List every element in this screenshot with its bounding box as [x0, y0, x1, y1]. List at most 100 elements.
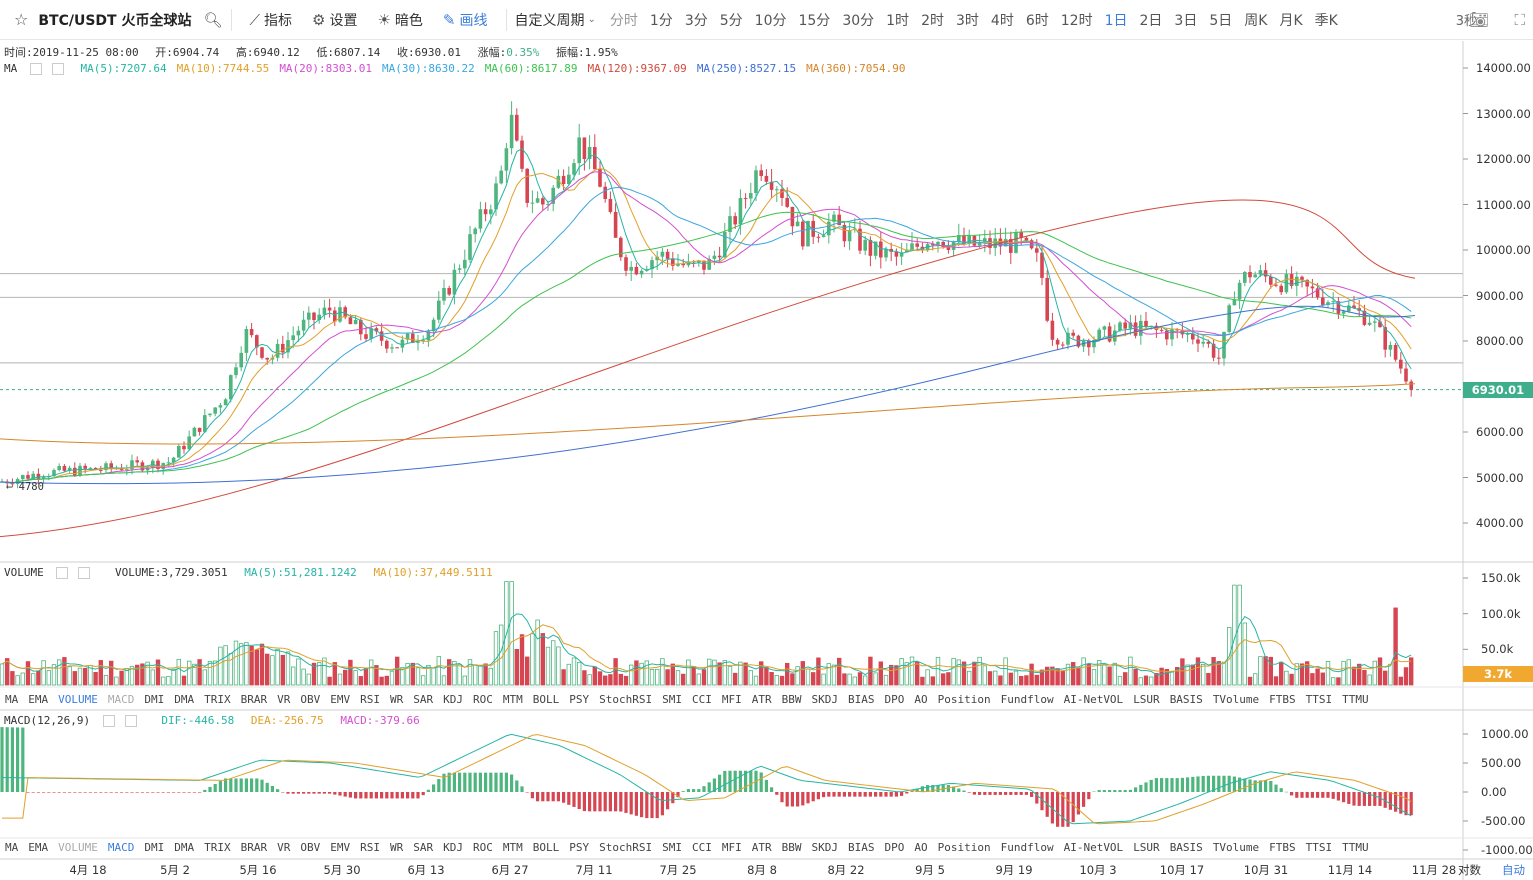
period-17[interactable]: 周K — [1244, 12, 1268, 29]
indicator-tab-macd[interactable]: MACD — [107, 693, 135, 706]
indicator-tab-psy[interactable]: PSY — [569, 693, 590, 706]
indicator-tab-fundflow[interactable]: Fundflow — [1000, 693, 1054, 706]
indicator-tab-fundflow[interactable]: Fundflow — [1000, 841, 1054, 854]
period-5[interactable]: 15分 — [798, 12, 831, 29]
indicator-tab-ma[interactable]: MA — [5, 693, 19, 706]
chart-canvas[interactable] — [0, 41, 1533, 880]
indicator-tab-trix[interactable]: TRIX — [204, 693, 231, 706]
indicator-tab-stochrsi[interactable]: StochRSI — [599, 841, 653, 854]
indicator-tab-rsi[interactable]: RSI — [360, 841, 380, 854]
indicator-tab-tvolume[interactable]: TVolume — [1212, 693, 1260, 706]
indicator-tab-ttmu[interactable]: TTMU — [1342, 693, 1369, 706]
indicator-tab-dma[interactable]: DMA — [174, 693, 195, 706]
indicator-tab-cci[interactable]: CCI — [691, 693, 712, 706]
indicator-tab-smi[interactable]: SMI — [662, 693, 682, 706]
indicator-tab-boll[interactable]: BOLL — [532, 841, 560, 854]
settings-icon[interactable] — [56, 567, 69, 579]
period-18[interactable]: 月K — [1279, 12, 1303, 29]
indicator-tab-vr[interactable]: VR — [277, 841, 291, 854]
indicator-tab-lsur[interactable]: LSUR — [1133, 841, 1160, 854]
indicator-tab-obv[interactable]: OBV — [300, 693, 321, 706]
indicator-tab-dpo[interactable]: DPO — [884, 841, 905, 854]
indicator-tab-mtm[interactable]: MTM — [502, 841, 523, 854]
indicator-tab-roc[interactable]: ROC — [473, 841, 493, 854]
settings-icon[interactable] — [29, 63, 42, 75]
period-3[interactable]: 5分 — [719, 12, 743, 29]
indicator-tab-kdj[interactable]: KDJ — [443, 693, 463, 706]
indicator-tab-volume[interactable]: VOLUME — [58, 841, 98, 854]
indicator-tab-boll[interactable]: BOLL — [532, 693, 560, 706]
indicator-tab-obv[interactable]: OBV — [300, 841, 321, 854]
indicator-tab-skdj[interactable]: SKDJ — [811, 841, 838, 854]
period-15[interactable]: 3日 — [1174, 12, 1198, 29]
indicator-tab-atr[interactable]: ATR — [751, 693, 772, 706]
period-6[interactable]: 30分 — [842, 12, 875, 29]
indicator-tab-rsi[interactable]: RSI — [360, 693, 380, 706]
indicator-tab-bias[interactable]: BIAS — [847, 841, 875, 854]
symbol-selector[interactable]: ☆ BTC/USDT 火币全球站 — [14, 0, 191, 40]
period-14[interactable]: 2日 — [1139, 12, 1163, 29]
indicator-tab-cci[interactable]: CCI — [691, 841, 712, 854]
period-4[interactable]: 10分 — [754, 12, 787, 29]
indicator-tab-wr[interactable]: WR — [390, 841, 404, 854]
indicator-tab-ftbs[interactable]: FTBS — [1269, 693, 1296, 706]
search-icon[interactable]: 🔍︎ — [203, 10, 223, 29]
indicator-tab-bbw[interactable]: BBW — [781, 693, 802, 706]
indicator-tab-emv[interactable]: EMV — [330, 693, 351, 706]
fullscreen-icon[interactable]: ⛶ — [1514, 10, 1525, 29]
indicator-tab-ai-netvol[interactable]: AI-NetVOL — [1063, 841, 1124, 854]
indicator-tab-skdj[interactable]: SKDJ — [811, 693, 838, 706]
indicator-tab-ftbs[interactable]: FTBS — [1269, 841, 1296, 854]
indicators-button[interactable]: ⟋ 指标 — [250, 0, 293, 40]
auto-scale-toggle[interactable]: 自动 — [1502, 863, 1525, 877]
indicator-tab-basis[interactable]: BASIS — [1169, 841, 1203, 854]
period-13[interactable]: 1日 — [1104, 12, 1128, 29]
refresh-interval[interactable]: 3秒 — [1455, 14, 1477, 29]
indicator-tab-dpo[interactable]: DPO — [884, 693, 905, 706]
kline-chart[interactable]: 时间:2019-11-25 08:00 开:6904.74 高:6940.12 … — [0, 41, 1533, 880]
indicator-tab-trix[interactable]: TRIX — [204, 841, 231, 854]
log-scale-toggle[interactable]: 对数 — [1458, 863, 1481, 877]
indicator-tab-ma[interactable]: MA — [5, 841, 19, 854]
indicator-tab-emv[interactable]: EMV — [330, 841, 351, 854]
indicator-tab-ttsi[interactable]: TTSI — [1305, 693, 1333, 706]
indicator-tab-macd[interactable]: MACD — [107, 841, 135, 854]
period-2[interactable]: 3分 — [684, 12, 708, 29]
period-7[interactable]: 1时 — [886, 12, 910, 29]
indicator-tab-volume[interactable]: VOLUME — [58, 693, 98, 706]
indicator-tab-ema[interactable]: EMA — [28, 693, 49, 706]
indicator-tab-basis[interactable]: BASIS — [1169, 693, 1203, 706]
settings-button[interactable]: ⚙ 设置 — [312, 0, 357, 40]
indicator-tab-ttsi[interactable]: TTSI — [1305, 841, 1333, 854]
indicator-tab-sar[interactable]: SAR — [413, 841, 434, 854]
period-8[interactable]: 2时 — [921, 12, 944, 29]
indicator-tab-vr[interactable]: VR — [277, 693, 291, 706]
indicator-tab-tvolume[interactable]: TVolume — [1212, 841, 1260, 854]
indicator-tab-position[interactable]: Position — [937, 693, 991, 706]
camera-icon[interactable]: 📷︎ — [1468, 10, 1489, 29]
period-9[interactable]: 3时 — [955, 12, 979, 29]
indicator-tab-ttmu[interactable]: TTMU — [1342, 841, 1369, 854]
period-12[interactable]: 12时 — [1060, 12, 1093, 29]
draw-line-button[interactable]: ✎ 画线 — [443, 0, 488, 40]
close-icon[interactable] — [124, 715, 137, 727]
indicator-tab-bias[interactable]: BIAS — [847, 693, 875, 706]
indicator-tab-psy[interactable]: PSY — [569, 841, 590, 854]
indicator-tab-dmi[interactable]: DMI — [144, 693, 165, 706]
indicator-tab-sar[interactable]: SAR — [413, 693, 434, 706]
custom-period-dropdown[interactable]: 自定义周期 ⌄ — [515, 0, 596, 40]
indicator-tab-dmi[interactable]: DMI — [144, 841, 165, 854]
indicator-tab-wr[interactable]: WR — [390, 693, 404, 706]
close-icon[interactable] — [78, 567, 91, 579]
period-1[interactable]: 1分 — [649, 12, 673, 29]
indicator-tab-ai-netvol[interactable]: AI-NetVOL — [1063, 693, 1124, 706]
close-icon[interactable] — [51, 63, 64, 75]
indicator-tab-bbw[interactable]: BBW — [781, 841, 802, 854]
indicator-tab-ao[interactable]: AO — [914, 841, 928, 854]
indicator-tab-mfi[interactable]: MFI — [721, 841, 742, 854]
indicator-tab-ema[interactable]: EMA — [28, 841, 49, 854]
indicator-tab-position[interactable]: Position — [937, 841, 991, 854]
indicator-tab-roc[interactable]: ROC — [473, 693, 493, 706]
indicator-tab-brar[interactable]: BRAR — [240, 841, 268, 854]
period-16[interactable]: 5日 — [1209, 12, 1233, 29]
